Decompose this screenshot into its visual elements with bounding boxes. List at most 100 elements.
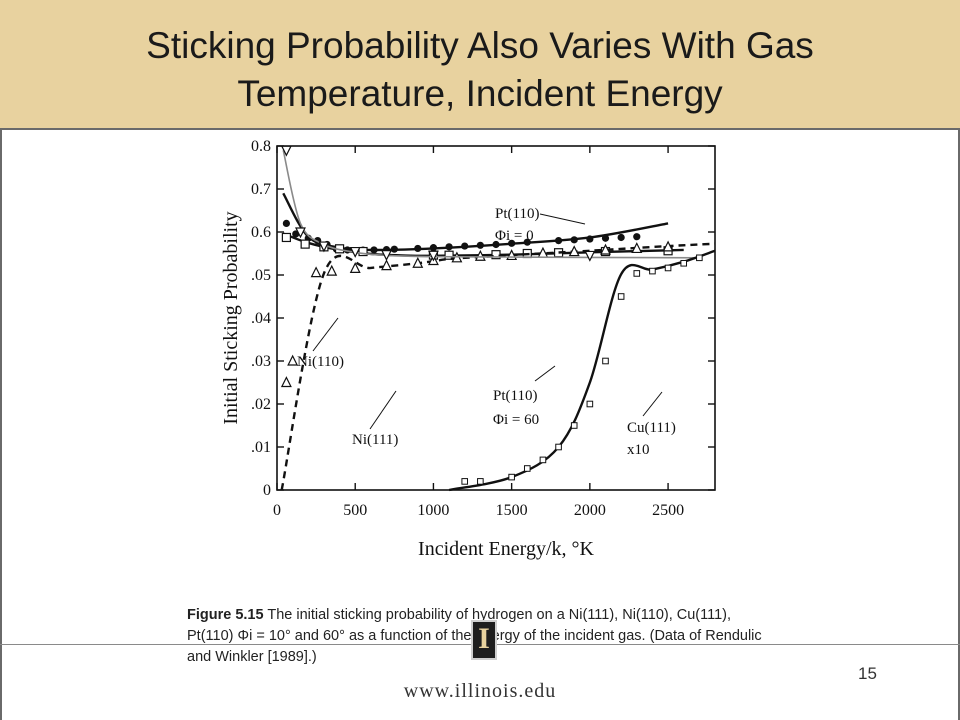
- series-4-point: [570, 422, 578, 429]
- series-3-point: [427, 250, 439, 262]
- series-3-point: [381, 250, 392, 262]
- x-tick-label: 2500: [652, 502, 684, 519]
- series-2-point: [631, 242, 643, 254]
- series-2-point: [568, 245, 580, 257]
- annotation-2-leader: [369, 390, 397, 430]
- annotation-1-leader: [312, 317, 339, 352]
- annotation-0-leader: [539, 213, 586, 225]
- y-axis-label: Initial Sticking Probability: [220, 211, 242, 424]
- series-4-point: [477, 478, 484, 485]
- series-1-point: [444, 250, 454, 260]
- series-1-point: [358, 246, 368, 257]
- annotation-2-label: Ni(111): [352, 432, 398, 448]
- series-4-point: [539, 456, 547, 464]
- annotation-3-sublabel: Φi = 60: [493, 412, 539, 428]
- series-3-point: [584, 250, 596, 262]
- x-axis-label: Incident Energy/k, °K: [418, 538, 594, 560]
- series-0-point: [370, 246, 378, 254]
- annotation-1-label: Ni(110): [297, 354, 344, 370]
- series-2-point: [600, 243, 611, 255]
- series-0-point: [554, 237, 563, 245]
- series-4-point: [508, 473, 515, 481]
- series-1-point: [300, 239, 310, 249]
- annotation-4-label: Cu(111): [627, 420, 676, 436]
- y-tick-label: .03: [251, 353, 271, 370]
- series-2-point: [310, 266, 322, 278]
- series-0-point: [414, 244, 422, 253]
- series-0-point: [390, 245, 398, 253]
- plot-frame: [276, 145, 716, 491]
- series-4-point: [664, 264, 672, 272]
- page-number: 15: [858, 664, 877, 683]
- series-2-point: [474, 249, 486, 261]
- series-1-point: [281, 232, 291, 243]
- series-0-fit-line: [282, 192, 669, 252]
- series-2-point: [412, 256, 424, 268]
- series-0-point: [523, 238, 531, 246]
- series-0-point: [492, 240, 500, 249]
- series-0-point: [508, 239, 516, 247]
- slide-title-line-2: Temperature, Incident Energy: [237, 73, 723, 114]
- series-4-fit-line: [448, 249, 716, 492]
- series-3-point: [280, 145, 292, 157]
- x-tick-label: 0: [273, 502, 281, 519]
- series-2-point: [287, 354, 299, 366]
- frame-left-border: [0, 130, 2, 720]
- series-4-point: [523, 465, 531, 472]
- sticking-probability-chart: 0 .01 .02 .03 .04 .05 0.6 0.7 0.8 0 500 1000 1500 200…: [220, 138, 716, 560]
- series-0-point: [461, 242, 469, 250]
- series-4-point: [696, 254, 703, 262]
- series-2-point: [349, 262, 361, 273]
- series-4-point: [602, 357, 609, 365]
- series-4-point: [555, 443, 562, 451]
- annotation-3-label: Pt(110): [493, 388, 537, 404]
- series-4-point: [586, 400, 594, 408]
- slide-title-line-1: Sticking Probability Also Varies With Ga…: [146, 25, 814, 66]
- y-tick-label: 0.8: [251, 138, 271, 155]
- caption-label: Figure 5.15: [187, 607, 264, 623]
- series-0-point: [476, 241, 484, 249]
- y-tick-label: .01: [251, 439, 271, 456]
- illinois-logo-icon: I: [471, 620, 497, 660]
- series-0-point: [633, 233, 641, 241]
- series-4-point: [617, 293, 625, 300]
- x-tick-label: 1000: [417, 502, 449, 519]
- y-tick-label: .05: [251, 267, 271, 284]
- series-2-point: [280, 376, 292, 388]
- series-0-point: [570, 236, 578, 244]
- series-2-fit-line: [280, 242, 716, 491]
- series-2-point: [381, 259, 392, 271]
- x-tick-label: 2000: [574, 502, 606, 519]
- series-2-point: [662, 240, 674, 252]
- footer-url: www.illinois.edu: [403, 680, 557, 702]
- series-4-point: [461, 478, 469, 485]
- y-tick-label: .02: [251, 396, 271, 413]
- series-0-point: [282, 219, 290, 227]
- series-0-point: [617, 233, 625, 242]
- series-3-fit-line: [282, 150, 700, 259]
- series-4-point: [680, 259, 688, 267]
- series-2-point: [326, 264, 338, 276]
- annotation-0-sublabel: Φi = 0: [495, 228, 534, 244]
- frame-right-border: [958, 130, 960, 720]
- slide-title: Sticking Probability Also Varies With Ga…: [0, 22, 960, 118]
- y-tick-label: .04: [251, 310, 271, 327]
- x-tick-label: 1500: [496, 502, 528, 519]
- series-3-point: [349, 246, 361, 258]
- series-0-point: [601, 234, 610, 242]
- x-tick-label: 500: [343, 502, 367, 519]
- annotation-3-leader: [534, 365, 556, 382]
- series-0-point: [445, 243, 453, 251]
- series-4-point: [649, 267, 656, 275]
- title-bar: Sticking Probability Also Varies With Ga…: [0, 0, 960, 130]
- annotation-0-label: Pt(110): [495, 206, 539, 222]
- y-tick-label: 0.7: [251, 181, 271, 198]
- series-0-point: [586, 235, 594, 243]
- series-4-point: [633, 270, 641, 277]
- series-3-point: [294, 227, 306, 239]
- series-0-point: [429, 244, 438, 252]
- y-tick-label: 0: [263, 482, 271, 499]
- series-3-point: [318, 241, 330, 253]
- annotation-4-leader: [642, 391, 663, 417]
- y-tick-label: 0.6: [251, 224, 271, 241]
